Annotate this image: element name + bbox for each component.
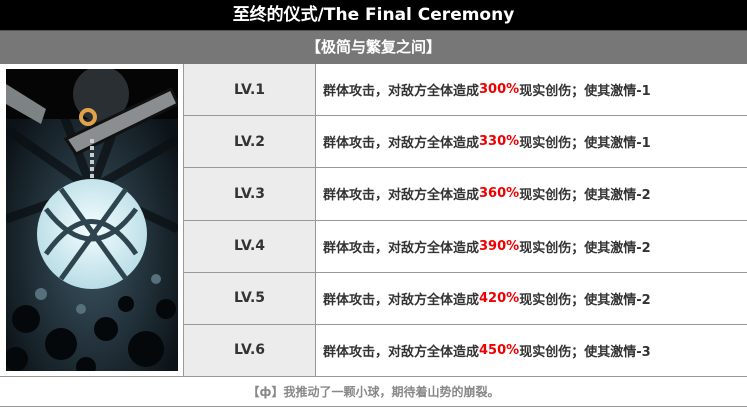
level-description: 群体攻击，对敌方全体造成 330% 现实创伤；使其激情-1 <box>323 134 651 152</box>
skill-card-image <box>0 64 184 377</box>
table-row: LV.3 群体攻击，对敌方全体造成 360% 现实创伤；使其激情-2 <box>184 168 747 221</box>
level-label: LV.3 <box>184 168 316 220</box>
table-row: LV.4 群体攻击，对敌方全体造成 390% 现实创伤；使其激情-2 <box>184 220 747 273</box>
level-label: LV.5 <box>184 272 316 324</box>
damage-percent: 390% <box>479 238 520 254</box>
level-label: LV.1 <box>184 64 316 116</box>
damage-percent: 300% <box>479 82 520 98</box>
level-description: 群体攻击，对敌方全体造成 300% 现实创伤；使其激情-1 <box>323 82 651 100</box>
page-title: 至终的仪式/The Final Ceremony <box>0 0 747 31</box>
table-row: LV.6 群体攻击，对敌方全体造成 450% 现实创伤；使其激情-3 <box>184 324 747 377</box>
table-row: LV.1 群体攻击，对敌方全体造成 300% 现实创伤；使其激情-1 <box>184 64 747 117</box>
flavor-text: 【ф】我推动了一颗小球，期待着山势的崩裂。 <box>0 377 747 407</box>
damage-percent: 360% <box>479 186 520 202</box>
damage-percent: 420% <box>479 290 520 306</box>
ceremony-ball-illustration <box>3 66 181 377</box>
damage-percent: 330% <box>479 134 520 150</box>
table-row: LV.2 群体攻击，对敌方全体造成 330% 现实创伤；使其激情-1 <box>184 116 747 169</box>
level-label: LV.4 <box>184 220 316 272</box>
level-label: LV.2 <box>184 116 316 168</box>
damage-percent: 450% <box>479 342 520 358</box>
level-table: LV.1 群体攻击，对敌方全体造成 300% 现实创伤；使其激情-1 LV.2 群体攻击… <box>184 64 747 377</box>
skill-name: 【极简与繁复之间】 <box>0 31 747 64</box>
level-description: 群体攻击，对敌方全体造成 390% 现实创伤；使其激情-2 <box>323 238 651 256</box>
level-description: 群体攻击，对敌方全体造成 450% 现实创伤；使其激情-3 <box>323 342 651 360</box>
level-label: LV.6 <box>184 324 316 377</box>
table-row: LV.5 群体攻击，对敌方全体造成 420% 现实创伤；使其激情-2 <box>184 272 747 325</box>
level-description: 群体攻击，对敌方全体造成 420% 现实创伤；使其激情-2 <box>323 290 651 308</box>
level-description: 群体攻击，对敌方全体造成 360% 现实创伤；使其激情-2 <box>323 186 651 204</box>
